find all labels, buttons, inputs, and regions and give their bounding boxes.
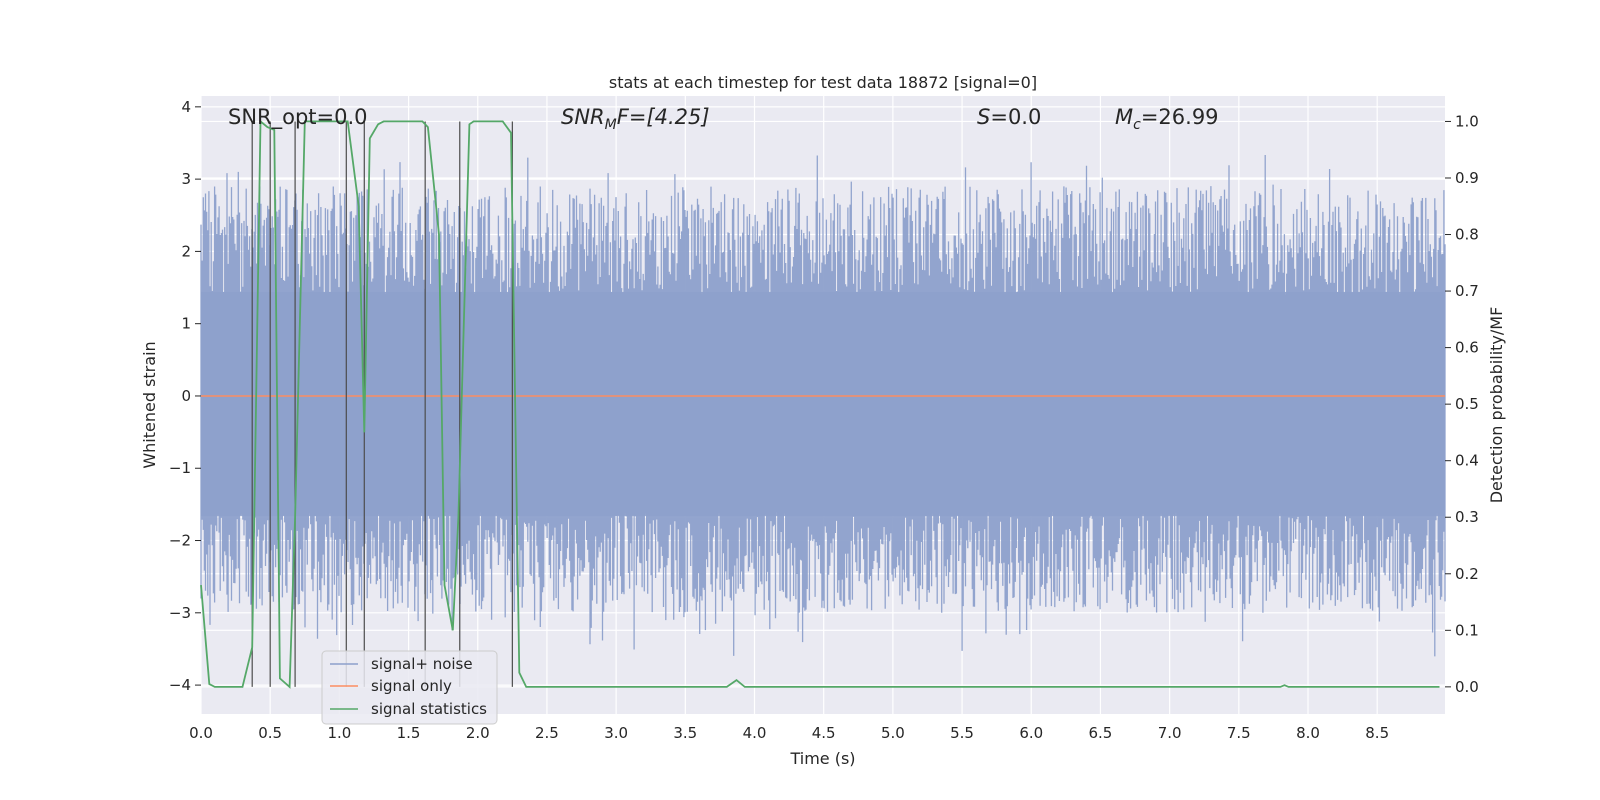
y-tick-label: 3: [181, 170, 191, 188]
right-y-tick-label: 0.2: [1455, 565, 1479, 583]
noise-trace: [200, 155, 1446, 657]
x-tick-label: 0.5: [258, 724, 282, 742]
y-tick-label: −4: [169, 676, 191, 694]
right-y-axis-label: Detection probability/MF: [1487, 307, 1506, 504]
y-tick-label: −1: [169, 459, 191, 477]
x-tick-label: 0.0: [189, 724, 213, 742]
x-tick-label: 1.0: [327, 724, 351, 742]
y-tick-label: 1: [181, 315, 191, 333]
annotation-mc-main: M: [1115, 105, 1133, 129]
right-y-tick-label: 0.5: [1455, 395, 1479, 413]
series-signal-noise: [200, 155, 1446, 657]
signal-statistics-line: [200, 119, 1440, 689]
x-tick-label: 8.0: [1296, 724, 1320, 742]
legend-label-signal-statistics: signal statistics: [371, 700, 487, 718]
annotation-snr-mf: SNRMF=[4.25]: [561, 105, 710, 133]
x-tick-label: 7.5: [1227, 724, 1251, 742]
right-y-tick-label: 0.7: [1455, 282, 1479, 300]
right-y-tick-label: 0.0: [1455, 678, 1479, 696]
y-tick-label: 4: [181, 98, 191, 116]
annotation-mc-sub: c: [1133, 117, 1141, 133]
right-y-axis-ticks: 0.0 0.1 0.2 0.3 0.4 0.5 0.6 0.7 0.8 0.9 1.0: [1445, 112, 1479, 696]
x-tick-label: 4.5: [812, 724, 836, 742]
annotation-snr-opt: SNR_opt=0.0: [228, 105, 368, 130]
x-tick-label: 7.0: [1158, 724, 1182, 742]
x-tick-label: 3.5: [673, 724, 697, 742]
right-y-tick-label: 0.1: [1455, 621, 1479, 639]
x-tick-label: 1.5: [397, 724, 421, 742]
annotation-s-rest: =0.0: [990, 105, 1041, 129]
right-y-tick-label: 0.4: [1455, 452, 1479, 470]
x-tick-label: 2.5: [535, 724, 559, 742]
right-y-tick-label: 0.9: [1455, 169, 1479, 187]
annotation-s-main: S: [977, 105, 990, 129]
x-axis-label: Time (s): [789, 749, 855, 768]
chart-title: stats at each timestep for test data 188…: [609, 73, 1037, 92]
legend-label-signal-only: signal only: [371, 677, 452, 695]
annotation-mc-rest: =26.99: [1141, 105, 1219, 129]
x-tick-label: 2.0: [466, 724, 490, 742]
y-tick-label: −2: [169, 532, 191, 550]
right-y-tick-label: 1.0: [1455, 112, 1479, 130]
y-axis-label: Whitened strain: [140, 341, 159, 468]
x-tick-label: 8.5: [1365, 724, 1389, 742]
x-tick-label: 3.0: [604, 724, 628, 742]
y-tick-label: 0: [181, 387, 191, 405]
right-y-tick-label: 0.8: [1455, 226, 1479, 244]
right-y-tick-label: 0.3: [1455, 508, 1479, 526]
x-tick-label: 5.5: [950, 724, 974, 742]
y-tick-label: 2: [181, 242, 191, 260]
annotation-s: S=0.0: [977, 105, 1041, 129]
x-tick-label: 4.0: [743, 724, 767, 742]
right-y-tick-label: 0.6: [1455, 339, 1479, 357]
legend-label-signal-noise: signal+ noise: [371, 655, 473, 673]
legend: signal+ noise signal only signal statist…: [321, 650, 498, 725]
legend-box: [321, 650, 498, 725]
y-axis-ticks: −4 −3 −2 −1 0 1 2 3 4: [169, 98, 201, 694]
annotation-snr-mf-main: SNR: [561, 105, 605, 129]
series-signal-statistics: [200, 119, 1440, 689]
x-tick-label: 6.0: [1019, 724, 1043, 742]
annotation-snr-mf-rest: F=[4.25]: [617, 105, 710, 129]
y-tick-label: −3: [169, 604, 191, 622]
x-tick-label: 6.5: [1089, 724, 1113, 742]
annotation-mc: Mc=26.99: [1115, 105, 1219, 133]
x-tick-label: 5.0: [881, 724, 905, 742]
x-axis-ticks: 0.0 0.5 1.0 1.5 2.0 2.5 3.0 3.5 4.0 4.5 5.0 5.5 6.0 6…: [189, 724, 1389, 742]
annotation-snr-mf-sub: M: [605, 117, 617, 133]
